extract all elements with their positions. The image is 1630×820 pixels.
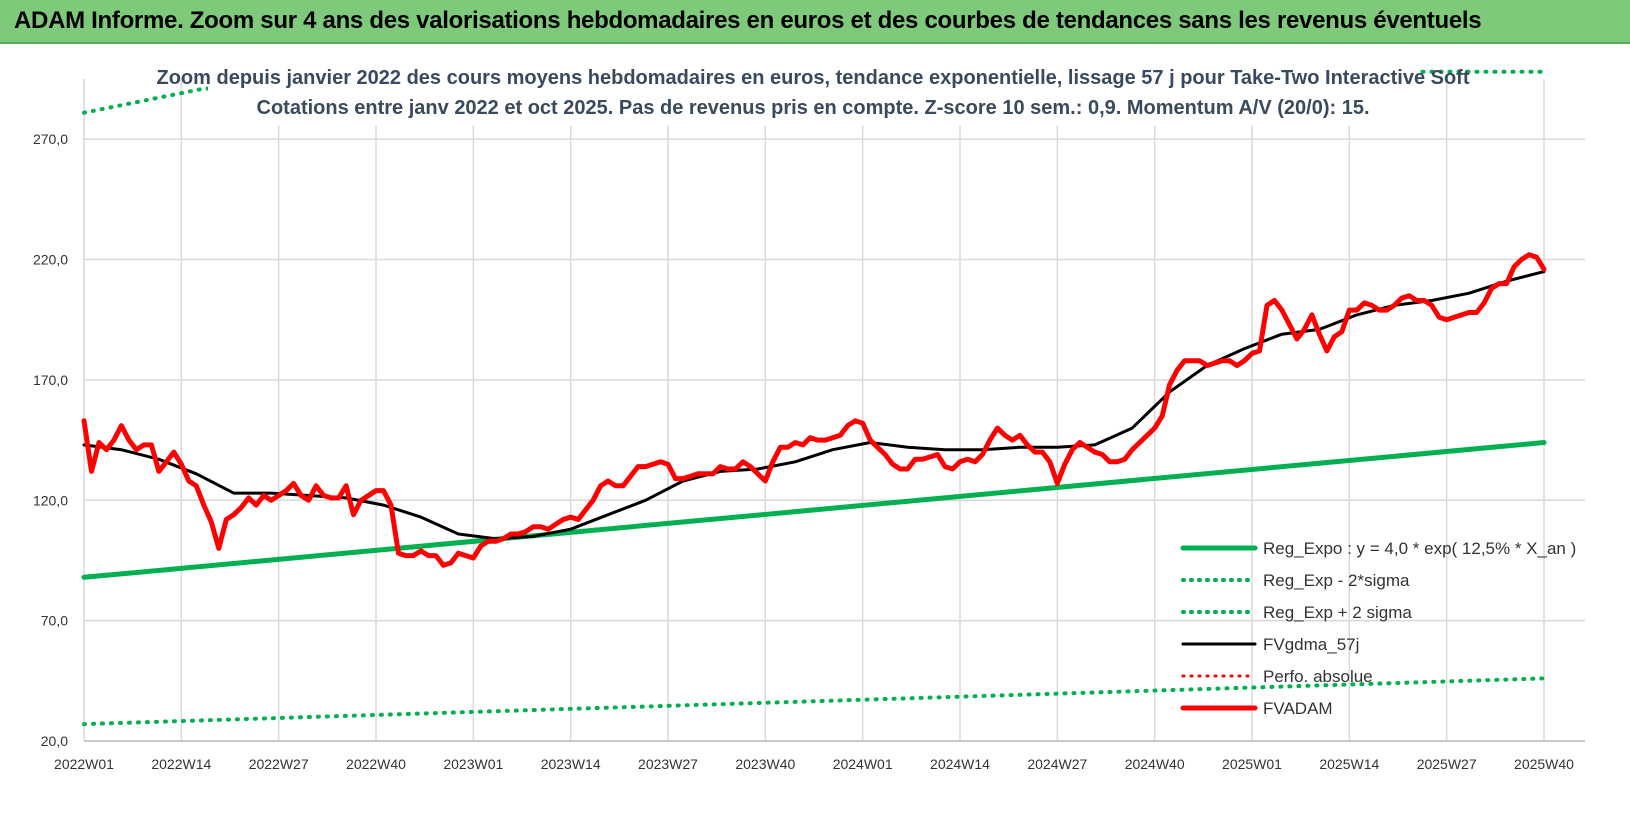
banner-title: ADAM Informe. Zoom sur 4 ans des valoris… <box>14 7 1482 34</box>
x-tick-label: 2022W40 <box>346 756 406 772</box>
x-tick-label: 2023W27 <box>638 756 698 772</box>
series-line-1 <box>82 676 1546 727</box>
x-tick-label: 2023W40 <box>735 756 795 772</box>
y-tick-label: 220,0 <box>33 252 68 268</box>
x-tick-label: 2025W27 <box>1417 756 1477 772</box>
x-tick-label: 2022W01 <box>54 756 114 772</box>
x-tick-label: 2025W40 <box>1514 756 1574 772</box>
x-tick-label: 2023W14 <box>541 756 601 772</box>
y-tick-label: 170,0 <box>33 372 68 388</box>
x-tick-label: 2024W01 <box>833 756 893 772</box>
legend: Reg_Expo : y = 4,0 * exp( 12,5% * X_an )… <box>1180 539 1576 718</box>
legend-label: Perfo. absolue <box>1263 667 1373 686</box>
chart-area: 20,0 70,0 120,0 170,0 220,0 270,0 2022W01 2022W… <box>0 44 1630 815</box>
legend-label: Reg_Exp - 2*sigma <box>1263 571 1410 590</box>
x-tick-label: 2023W01 <box>443 756 503 772</box>
x-tick-label: 2024W27 <box>1027 756 1087 772</box>
series-line-5 <box>81 252 1547 568</box>
legend-label: Reg_Expo : y = 4,0 * exp( 12,5% * X_an ) <box>1263 539 1576 558</box>
x-tick-label: 2025W01 <box>1222 756 1282 772</box>
x-tick-label: 2022W27 <box>249 756 309 772</box>
x-tick-label: 2024W40 <box>1125 756 1185 772</box>
gridlines <box>83 79 1585 742</box>
legend-label: Reg_Exp + 2 sigma <box>1263 603 1412 622</box>
series-line-0 <box>81 440 1547 580</box>
x-tick-label: 2022W14 <box>151 756 211 772</box>
legend-label: FVADAM <box>1263 699 1333 718</box>
x-tick-label: 2024W14 <box>930 756 990 772</box>
chart-title: Zoom depuis janvier 2022 des cours moyen… <box>157 67 1470 89</box>
x-tick-label: 2025W14 <box>1319 756 1379 772</box>
title-background <box>208 54 1418 126</box>
chart-subtitle: Cotations entre janv 2022 et oct 2025. P… <box>257 97 1370 119</box>
y-tick-label: 70,0 <box>41 613 68 629</box>
y-tick-label: 20,0 <box>41 733 68 749</box>
header-banner: ADAM Informe. Zoom sur 4 ans des valoris… <box>0 0 1630 44</box>
line-chart: 20,0 70,0 120,0 170,0 220,0 270,0 2022W01 2022W… <box>33 54 1585 772</box>
axis-layer: 20,0 70,0 120,0 170,0 220,0 270,0 2022W01 2022W… <box>33 131 1585 772</box>
y-tick-label: 270,0 <box>33 131 68 147</box>
legend-label: FVgdma_57j <box>1263 635 1359 654</box>
y-tick-label: 120,0 <box>33 492 68 508</box>
series-layer <box>81 69 1547 727</box>
